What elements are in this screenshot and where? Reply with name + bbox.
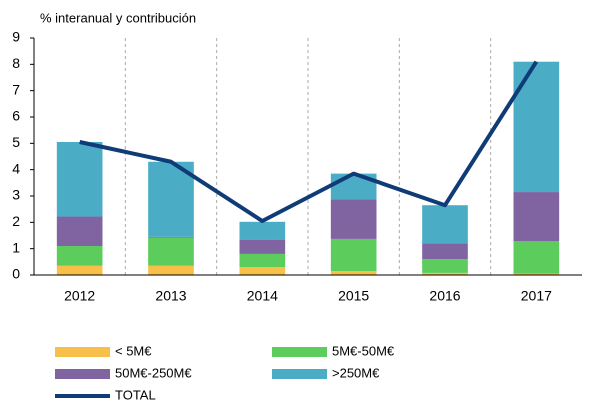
legend-label: < 5M€: [115, 343, 152, 358]
y-tick-label: 2: [12, 213, 20, 229]
y-tick-label: 6: [12, 108, 20, 124]
bar-segment: [56, 246, 103, 266]
bar-segment: [148, 236, 194, 238]
y-tick-label: 5: [12, 134, 20, 150]
legend-swatch: [272, 369, 327, 379]
bar-segment: [422, 205, 468, 244]
total-line: [79, 60, 539, 224]
legend-swatch: [55, 369, 110, 379]
bar-segment: [148, 237, 194, 266]
bar-segment: [422, 243, 468, 260]
bar-segment: [513, 241, 560, 274]
y-tick-label: 7: [12, 81, 20, 97]
legend-swatch: [55, 347, 110, 357]
legend-label: 50M€-250M€: [115, 365, 192, 380]
bar-segment: [56, 142, 103, 217]
legend-label: 5M€-50M€: [332, 343, 395, 358]
y-tick-label: 0: [12, 266, 20, 282]
bar-segment: [330, 199, 377, 239]
legend-swatch: [272, 347, 327, 357]
bar-segment: [239, 253, 286, 268]
x-tick-label: 2016: [429, 288, 460, 304]
bar-segment: [513, 192, 560, 242]
x-tick-label: 2014: [247, 288, 278, 304]
y-axis-label: % interanual y contribución: [40, 10, 196, 25]
bar-segment: [239, 267, 286, 275]
bar-segment: [330, 271, 377, 275]
legend-label: >250M€: [332, 365, 380, 380]
bar-segment: [239, 221, 286, 240]
bar-segment: [239, 239, 286, 254]
bar-segment: [330, 238, 377, 272]
x-tick-label: 2015: [338, 288, 369, 304]
x-tick-label: 2012: [64, 288, 95, 304]
bar-segment: [56, 265, 103, 275]
y-tick-label: 1: [12, 239, 20, 255]
bar-segment: [422, 272, 468, 275]
y-tick-label: 8: [12, 55, 20, 71]
bar-segment: [513, 61, 560, 193]
bar-segment: [422, 259, 468, 273]
bar-segment: [513, 273, 560, 275]
y-tick-label: 4: [12, 160, 20, 176]
y-tick-label: 3: [12, 187, 20, 203]
bar-segment: [56, 216, 103, 247]
bar-segment: [148, 265, 194, 275]
bar-segment: [148, 161, 194, 237]
x-tick-label: 2013: [155, 288, 186, 304]
y-tick-label: 9: [12, 29, 20, 45]
legend-label: TOTAL: [115, 387, 156, 402]
x-tick-label: 2017: [521, 288, 552, 304]
